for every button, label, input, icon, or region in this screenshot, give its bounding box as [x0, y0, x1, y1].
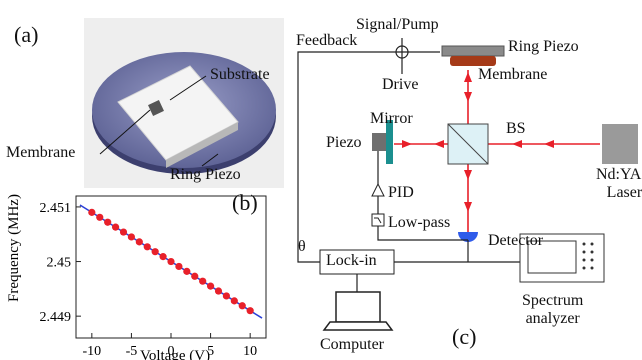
piezo-label: Piezo: [326, 134, 362, 151]
panel-a-illustration: [84, 18, 284, 188]
data-points-group: [88, 208, 254, 315]
data-point: [111, 223, 120, 231]
data-point: [104, 218, 112, 226]
ring-piezo-block: [441, 45, 505, 57]
laser-beams: [394, 70, 600, 232]
data-point: [222, 292, 231, 300]
pid-amplifier-icon: [371, 182, 385, 197]
data-point: [135, 238, 143, 246]
panel-b-label: (b): [232, 190, 258, 215]
laser-box: [602, 124, 638, 164]
computer-keyboard-icon: [322, 321, 394, 331]
x-tick-label: 5: [207, 344, 214, 359]
data-point: [96, 213, 104, 221]
data-point: [199, 277, 207, 285]
data-point: [238, 302, 246, 310]
mirror-label: Mirror: [370, 110, 413, 127]
membrane-block: [450, 56, 496, 66]
y-tick-label: 2.449: [40, 310, 72, 325]
signal-pump-label: Signal/Pump: [356, 16, 439, 33]
lock-in-label: Lock-in: [326, 252, 377, 269]
data-point: [143, 243, 151, 251]
ring-piezo-label-a: Ring Piezo: [170, 166, 241, 183]
low-pass-filter-icon: [371, 213, 385, 227]
theta-label: θ: [298, 238, 306, 255]
panel-c-label: (c): [452, 324, 477, 349]
signal-combiner: [395, 45, 409, 59]
data-point: [230, 297, 238, 305]
mirror-element: [386, 120, 393, 164]
x-tick-label: 0: [168, 344, 175, 359]
substrate-label: Substrate: [210, 66, 270, 83]
data-point: [191, 272, 199, 280]
plot-frame: [75, 195, 267, 339]
laser-label: Nd:YAG Laser: [596, 166, 642, 201]
computer-screen-icon: [335, 291, 381, 323]
setup-diagram: [297, 38, 638, 331]
computer-label: Computer: [320, 336, 384, 353]
data-point: [183, 267, 191, 275]
feedback-wire: [297, 51, 402, 263]
data-point: [159, 253, 167, 261]
data-point: [214, 287, 223, 295]
y-tick-label: 2.45: [47, 256, 72, 271]
x-axis-label: Voltage (V): [140, 348, 210, 360]
tick-labels-group: -10 -5 0 5 10 2.449 2.45 2.451: [40, 201, 258, 359]
membrane-label-c: Membrane: [478, 66, 548, 83]
x-tick-label: 10: [243, 344, 257, 359]
y-tick-label: 2.451: [40, 201, 72, 216]
data-point: [88, 208, 96, 216]
x-tick-label: -10: [82, 344, 101, 359]
data-point: [246, 307, 254, 315]
detector-label: Detector: [488, 232, 544, 249]
pid-label: PID: [388, 184, 414, 201]
frequency-voltage-chart: -10 -5 0 5 10 2.449 2.45 2.451 Voltage (V) Freq…: [6, 194, 267, 360]
data-point: [119, 228, 128, 236]
panel-a-label: (a): [14, 22, 39, 47]
data-point: [175, 262, 183, 271]
low-pass-label: Low-pass: [388, 214, 451, 231]
feedback-label: Feedback: [296, 32, 358, 49]
spectrum-analyzer-label: Spectrum analyzer: [522, 292, 584, 327]
drive-label: Drive: [382, 76, 419, 93]
membrane-label-a: Membrane: [6, 144, 76, 161]
y-axis-label: Frequency (MHz): [6, 194, 22, 302]
data-point: [127, 233, 136, 241]
data-point: [167, 257, 175, 266]
membrane-window: [148, 100, 164, 116]
data-point: [151, 248, 159, 256]
chart-axes: [75, 195, 267, 339]
bs-label: BS: [506, 120, 526, 137]
ring-piezo-label-c: Ring Piezo: [508, 38, 579, 55]
data-point: [206, 282, 215, 290]
piezo-block: [372, 133, 386, 151]
x-tick-label: -5: [126, 344, 138, 359]
